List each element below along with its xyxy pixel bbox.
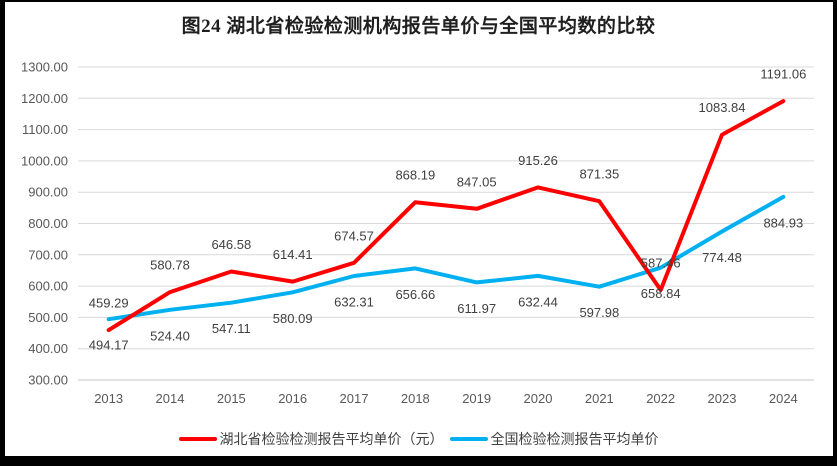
data-label-series-0: 868.19 bbox=[395, 168, 435, 183]
legend-line-swatch-0 bbox=[178, 437, 217, 441]
y-axis-tick-label: 1100.00 bbox=[22, 122, 68, 137]
data-label-series-0: 580.78 bbox=[150, 258, 190, 273]
data-label-series-1: 611.97 bbox=[457, 301, 496, 316]
data-label-series-0: 847.05 bbox=[457, 174, 497, 189]
data-label-series-0: 614.41 bbox=[273, 247, 313, 262]
y-axis-tick-label: 600.00 bbox=[28, 279, 68, 294]
data-label-series-1: 656.66 bbox=[395, 287, 435, 302]
data-label-series-1: 658.84 bbox=[641, 286, 681, 301]
data-label-series-0: 915.26 bbox=[518, 153, 558, 168]
data-label-series-1: 884.93 bbox=[763, 215, 803, 230]
legend-line-swatch-1 bbox=[449, 437, 488, 441]
series-line-0 bbox=[106, 99, 786, 333]
x-axis-label: 2013 bbox=[94, 391, 123, 406]
data-label-series-1: 632.44 bbox=[518, 294, 558, 309]
data-label-series-0: 674.57 bbox=[334, 228, 374, 243]
data-label-series-1: 774.48 bbox=[702, 250, 742, 265]
x-axis-label: 2019 bbox=[462, 391, 491, 406]
y-axis-tick-label: 1200.00 bbox=[21, 91, 68, 106]
x-axis-label: 2018 bbox=[401, 391, 430, 406]
x-axis-label: 2015 bbox=[217, 391, 246, 406]
data-label-series-1: 494.17 bbox=[89, 338, 129, 353]
data-label-series-1: 580.09 bbox=[273, 311, 313, 326]
data-label-series-0: 587.46 bbox=[641, 256, 681, 271]
y-axis-tick-label: 300.00 bbox=[28, 373, 68, 388]
x-axis-label: 2024 bbox=[769, 391, 798, 406]
x-axis-label: 2020 bbox=[524, 391, 553, 406]
data-label-series-0: 646.58 bbox=[211, 237, 251, 252]
x-axis-label: 2023 bbox=[708, 391, 737, 406]
data-label-series-1: 597.98 bbox=[579, 305, 619, 320]
chart-legend: 湖北省检验检测报告平均单价（元） 全国检验检测报告平均单价 bbox=[0, 429, 837, 449]
data-label-series-1: 632.31 bbox=[334, 294, 374, 309]
legend-label-1: 全国检验检测报告平均单价 bbox=[490, 431, 659, 447]
x-axis-label: 2021 bbox=[585, 391, 614, 406]
chart-title: 图24 湖北省检验检测机构报告单价与全国平均数的比较 bbox=[181, 16, 656, 37]
data-label-series-1: 524.40 bbox=[150, 328, 190, 343]
y-axis-tick-label: 400.00 bbox=[28, 341, 68, 356]
series-line-1 bbox=[106, 194, 786, 322]
legend-item-1: 全国检验检测报告平均单价 bbox=[449, 429, 659, 449]
legend-item-0: 湖北省检验检测报告平均单价（元） bbox=[178, 429, 444, 449]
x-axis-label: 2017 bbox=[340, 391, 369, 406]
y-axis-tick-label: 800.00 bbox=[28, 216, 68, 231]
y-axis-tick-label: 1300.00 bbox=[21, 60, 68, 75]
data-label-series-0: 1083.84 bbox=[699, 100, 746, 115]
data-label-series-0: 459.29 bbox=[89, 296, 129, 311]
data-label-series-1: 547.11 bbox=[212, 321, 251, 336]
legend-label-0: 湖北省检验检测报告平均单价（元） bbox=[219, 431, 444, 447]
x-axis-label: 2016 bbox=[278, 391, 307, 406]
data-label-series-0: 871.35 bbox=[579, 167, 619, 182]
y-axis-tick-label: 900.00 bbox=[28, 185, 68, 200]
y-axis-tick-label: 1000.00 bbox=[21, 153, 68, 168]
x-axis-label: 2014 bbox=[156, 391, 185, 406]
x-axis-label: 2022 bbox=[646, 391, 675, 406]
data-label-series-0: 1191.06 bbox=[760, 67, 806, 82]
y-axis-tick-label: 500.00 bbox=[28, 310, 68, 325]
y-axis-tick-label: 700.00 bbox=[28, 247, 68, 262]
